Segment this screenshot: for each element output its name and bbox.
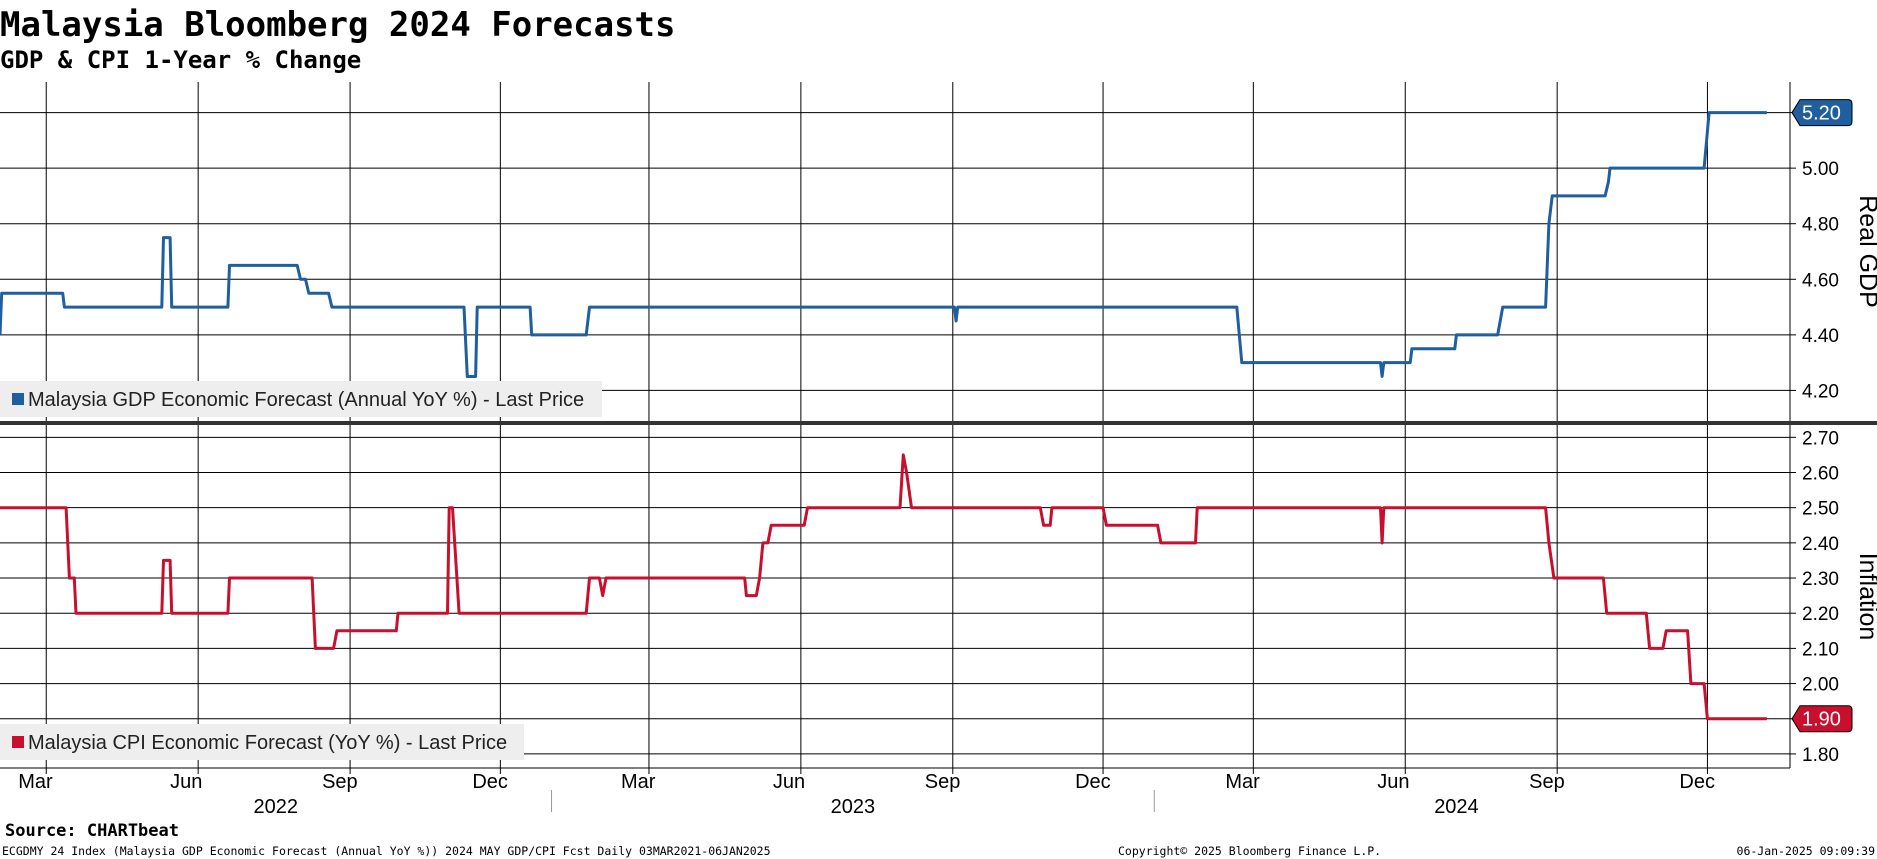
y-tick-label: 2.30 <box>1802 569 1839 590</box>
y-tick-label: 4.20 <box>1802 381 1839 402</box>
x-month-label: Mar <box>18 771 53 793</box>
x-month-label: Jun <box>1377 771 1409 793</box>
chart-subtitle: GDP & CPI 1-Year % Change <box>0 46 361 74</box>
series-line <box>0 111 1767 378</box>
y-tick-label: 5.00 <box>1802 159 1839 180</box>
last-value-label: 5.20 <box>1802 103 1841 125</box>
x-month-label: Mar <box>1225 771 1260 793</box>
y-tick-label: 4.60 <box>1802 270 1839 291</box>
x-month-label: Mar <box>621 771 656 793</box>
copyright-note: Copyright© 2025 Bloomberg Finance L.P. <box>1118 844 1381 858</box>
chart-title: Malaysia Bloomberg 2024 Forecasts <box>0 5 676 45</box>
cpi-panel: 1.80 1.90 2.00 2.10 2.20 2.30 2.40 2.50 2.60 2.70… <box>0 425 1877 768</box>
y-tick-label: 2.00 <box>1802 675 1839 696</box>
timestamp: 06-Jan-2025 09:09:39 <box>1737 844 1876 858</box>
y-tick-label: 4.40 <box>1802 326 1839 347</box>
legend-label: Malaysia GDP Economic Forecast (Annual Y… <box>28 389 584 411</box>
x-year-label: 2023 <box>831 796 876 818</box>
y-axis-title: Real GDP <box>1854 195 1877 308</box>
x-month-label: Dec <box>1075 771 1111 793</box>
x-month-label: Dec <box>472 771 508 793</box>
x-year-label: 2022 <box>254 796 299 818</box>
x-axis: Mar Jun Sep Dec Mar Jun Sep Dec Mar Jun Sep Dec 2022… <box>0 421 1877 818</box>
x-year-label: 2024 <box>1434 796 1479 818</box>
y-tick-label: 2.70 <box>1802 428 1839 449</box>
y-tick-label: 4.80 <box>1802 215 1839 236</box>
last-value-badge <box>1791 705 1853 733</box>
x-month-label: Sep <box>1529 771 1565 793</box>
x-month-label: Sep <box>925 771 961 793</box>
series-line <box>0 453 1767 721</box>
legend-swatch <box>12 393 24 405</box>
x-month-label: Sep <box>322 771 358 793</box>
x-month-label: Jun <box>773 771 805 793</box>
y-tick-label: 2.60 <box>1802 463 1839 484</box>
legend-box <box>0 724 524 760</box>
legend-label: Malaysia CPI Economic Forecast (YoY %) -… <box>28 732 507 754</box>
y-axis-title: Inflation <box>1854 553 1877 641</box>
security-description: ECGDMY 24 Index (Malaysia GDP Economic F… <box>2 844 771 858</box>
y-tick-label: 2.20 <box>1802 604 1839 625</box>
x-month-label: Jun <box>170 771 202 793</box>
x-month-label: Dec <box>1679 771 1715 793</box>
legend-swatch <box>12 736 24 748</box>
last-value-badge <box>1791 99 1853 127</box>
y-tick-label: 2.40 <box>1802 534 1839 555</box>
source-note: Source: CHARTbeat <box>5 821 179 841</box>
y-tick-label: 1.80 <box>1802 745 1839 766</box>
last-value-label: 1.90 <box>1802 709 1841 731</box>
y-tick-label: 2.50 <box>1802 499 1839 520</box>
legend-box <box>0 381 602 417</box>
y-tick-label: 2.10 <box>1802 639 1839 660</box>
